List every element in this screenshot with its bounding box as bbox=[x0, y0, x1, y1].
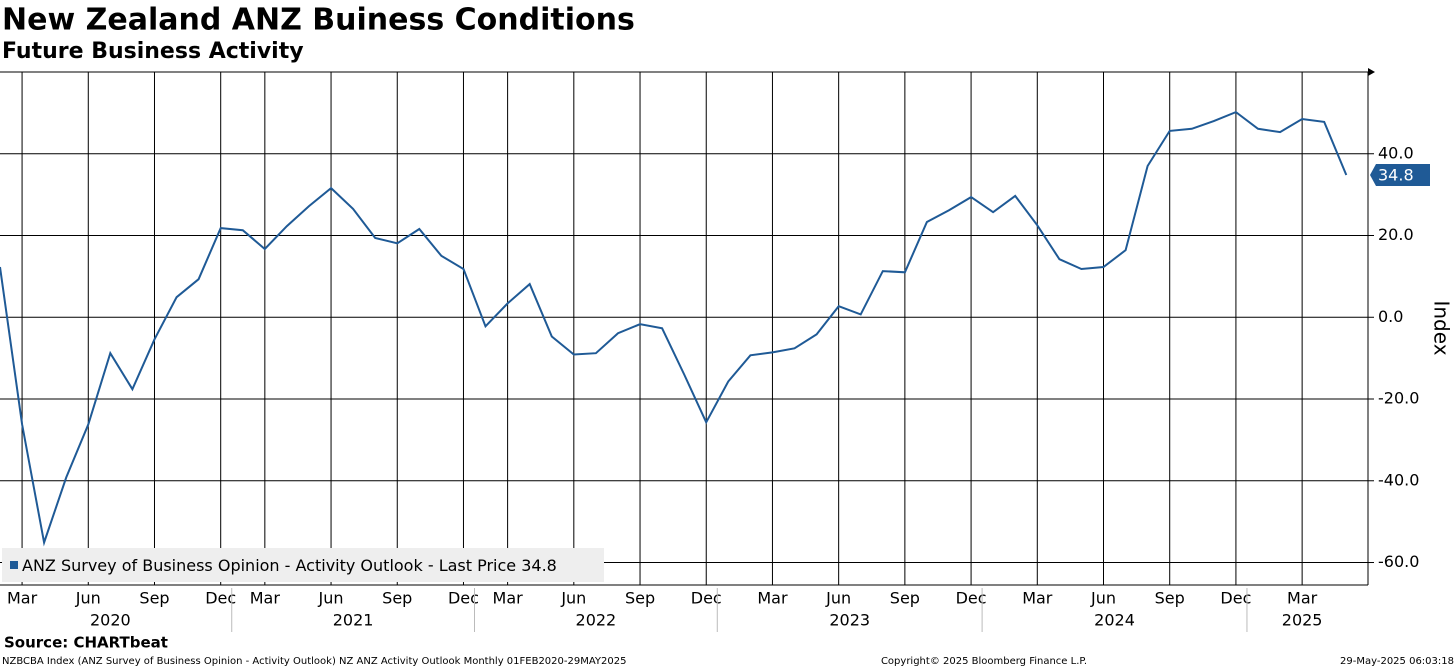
x-tick-label: Dec bbox=[1220, 589, 1251, 608]
footer-left: NZBCBA Index (ANZ Survey of Business Opi… bbox=[2, 656, 626, 667]
legend-box bbox=[2, 548, 604, 582]
x-tick-label: Jun bbox=[560, 589, 586, 608]
x-tick-label: Sep bbox=[1155, 589, 1185, 608]
legend-last-value: 34.8 bbox=[521, 556, 557, 575]
x-group-label: 2023 bbox=[829, 611, 870, 630]
x-group-label: 2025 bbox=[1282, 611, 1323, 630]
x-tick-label: Jun bbox=[75, 589, 101, 608]
x-tick-label: Sep bbox=[890, 589, 920, 608]
y-tick-label: 20.0 bbox=[1378, 225, 1414, 244]
legend-swatch bbox=[10, 561, 18, 569]
x-tick-label: Mar bbox=[1287, 589, 1318, 608]
x-tick-label: Dec bbox=[448, 589, 479, 608]
x-tick-label: Dec bbox=[205, 589, 236, 608]
x-tick-label: Jun bbox=[318, 589, 344, 608]
legend-last-label: Last Price bbox=[439, 556, 516, 575]
footer-center: Copyright© 2025 Bloomberg Finance L.P. bbox=[881, 656, 1087, 667]
chart-subtitle: Future Business Activity bbox=[2, 39, 304, 64]
x-tick-label: Mar bbox=[493, 589, 524, 608]
line-series bbox=[0, 110, 1348, 547]
x-group-label: 2024 bbox=[1094, 611, 1135, 630]
x-tick-label: Dec bbox=[956, 589, 987, 608]
y-tick-label: 0.0 bbox=[1378, 307, 1403, 326]
last-price-badge bbox=[1370, 164, 1430, 187]
axis-arrow bbox=[1368, 68, 1375, 76]
footer-right: 29-May-2025 06:03:18 bbox=[1340, 656, 1454, 667]
y-tick-label: -20.0 bbox=[1378, 389, 1419, 408]
x-tick-label: Mar bbox=[250, 589, 281, 608]
x-tick-label: Mar bbox=[7, 589, 38, 608]
legend-name: ANZ Survey of Business Opinion - Activit… bbox=[22, 556, 423, 575]
x-tick-label: Mar bbox=[1022, 589, 1053, 608]
y-tick-label: 40.0 bbox=[1378, 143, 1414, 162]
x-tick-label: Sep bbox=[382, 589, 412, 608]
y-axis-label: Index bbox=[1430, 300, 1454, 355]
x-group-label: 2020 bbox=[90, 611, 131, 630]
x-tick-label: Mar bbox=[757, 589, 788, 608]
chart-title: New Zealand ANZ Buiness Conditions bbox=[2, 3, 635, 38]
x-tick-label: Dec bbox=[691, 589, 722, 608]
y-tick-label: -40.0 bbox=[1378, 470, 1419, 489]
x-group-label: 2022 bbox=[576, 611, 617, 630]
legend-text: ANZ Survey of Business Opinion - Activit… bbox=[22, 556, 557, 575]
y-tick-label: -60.0 bbox=[1378, 552, 1419, 571]
last-price-value: 34.8 bbox=[1378, 166, 1414, 185]
x-group-label: 2021 bbox=[333, 611, 374, 630]
x-tick-label: Jun bbox=[1090, 589, 1116, 608]
x-tick-label: Sep bbox=[625, 589, 655, 608]
x-tick-label: Sep bbox=[139, 589, 169, 608]
x-tick-label: Jun bbox=[825, 589, 851, 608]
source: Source: CHARTbeat bbox=[4, 634, 168, 652]
